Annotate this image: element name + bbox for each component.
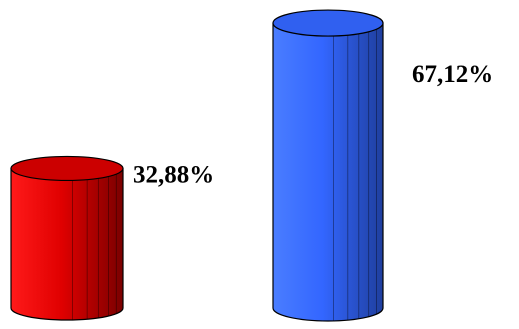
cylinder-bar-0 [10, 155, 124, 321]
cylinder-top-0 [10, 155, 124, 182]
bars-layer [10, 9, 384, 322]
data-label-red: 32,88% [133, 161, 214, 188]
data-label-blue: 67,12% [412, 61, 493, 88]
cylinder-bar-1 [272, 9, 384, 322]
cylinder-body-1 [272, 22, 384, 322]
cylinder-body-0 [10, 167, 124, 321]
cylinder-top-1 [272, 9, 384, 37]
